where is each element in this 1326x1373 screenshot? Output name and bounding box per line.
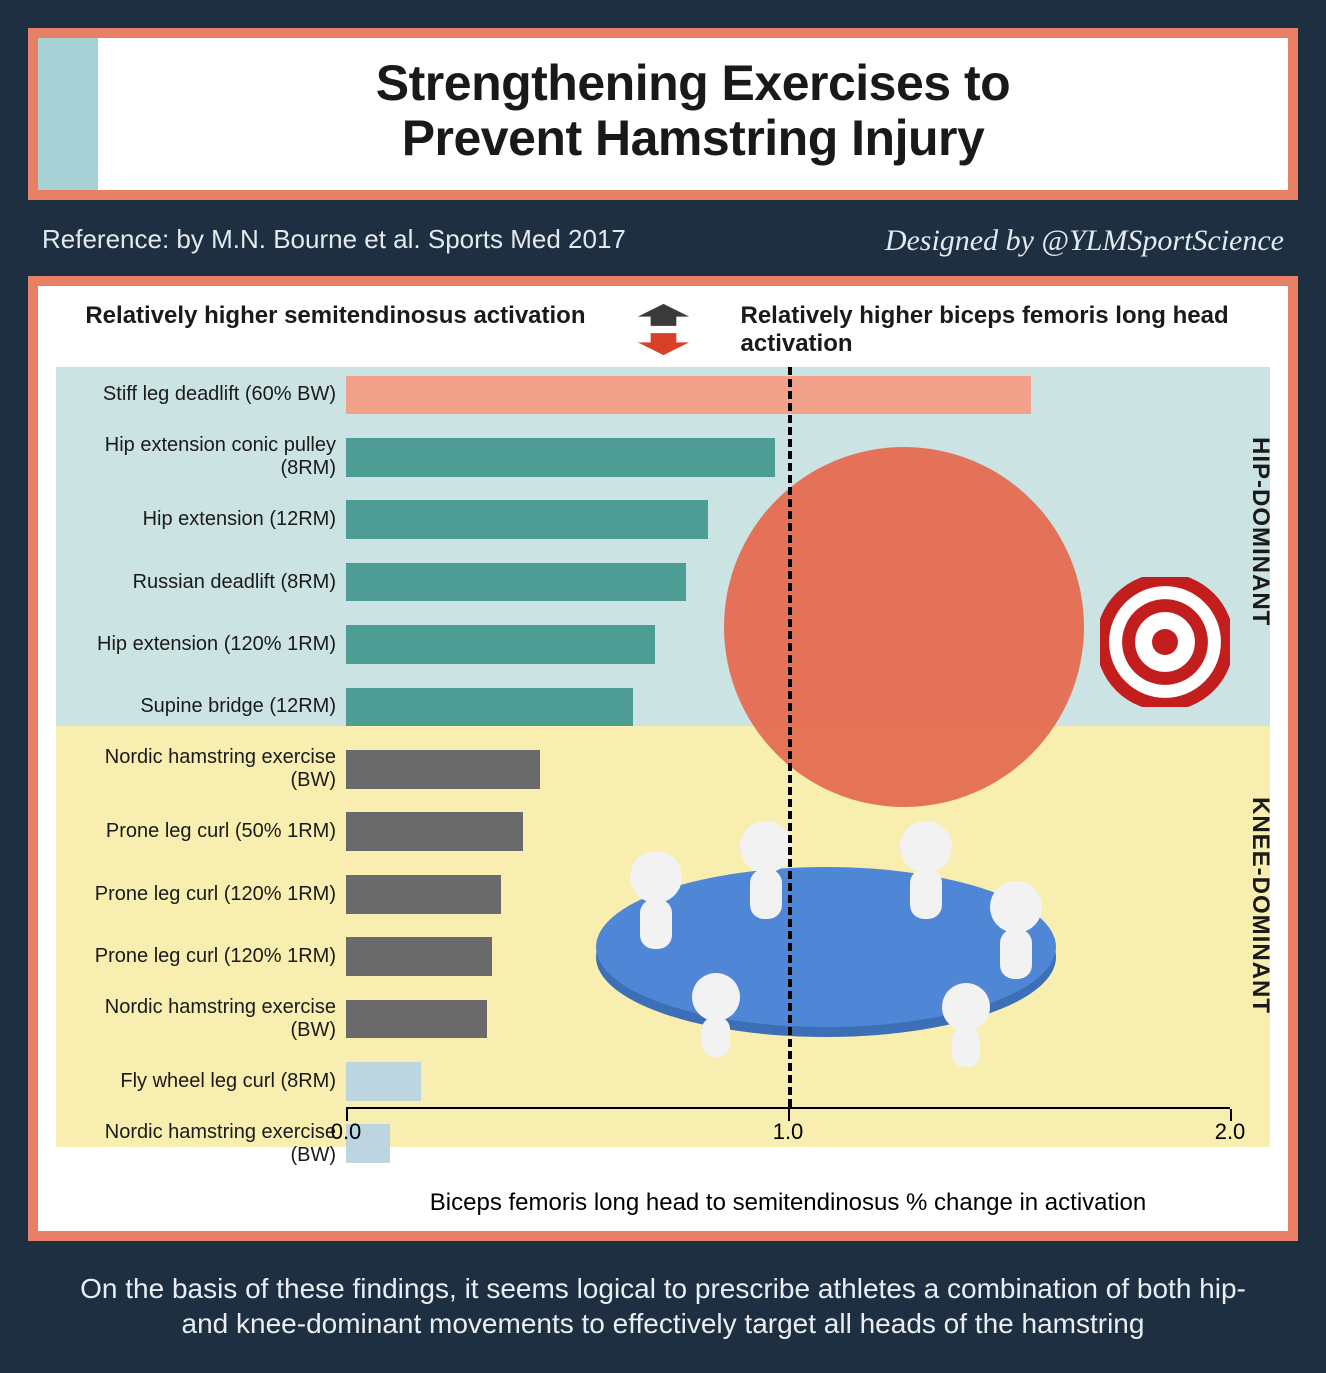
bar-row: Stiff leg deadlift (60% BW) xyxy=(56,367,1230,422)
bar-row: Prone leg curl (120% 1RM) xyxy=(56,929,1230,984)
title-accent-block xyxy=(38,38,98,190)
bar xyxy=(346,688,633,727)
bar-label: Supine bridge (12RM) xyxy=(56,695,346,718)
chart-card: Relatively higher semitendinosus activat… xyxy=(28,276,1298,1241)
bar-row: Russian deadlift (8RM) xyxy=(56,554,1230,609)
bar-row: Supine bridge (12RM) xyxy=(56,679,1230,734)
title-card: Strengthening Exercises to Prevent Hamst… xyxy=(28,28,1298,200)
bar-label: Nordic hamstring exercise (BW) xyxy=(56,746,346,792)
bar xyxy=(346,376,1031,415)
bar-label: Prone leg curl (50% 1RM) xyxy=(56,820,346,843)
bar-label: Nordic hamstring exercise (BW) xyxy=(56,996,346,1042)
bar-row: Nordic hamstring exercise (BW) xyxy=(56,991,1230,1046)
header-left-label: Relatively higher semitendinosus activat… xyxy=(61,302,595,357)
footer-conclusion: On the basis of these findings, it seems… xyxy=(28,1241,1298,1345)
bar-label: Prone leg curl (120% 1RM) xyxy=(56,883,346,906)
x-axis: 0.01.02.0 xyxy=(346,1107,1230,1147)
bar-row: Prone leg curl (120% 1RM) xyxy=(56,866,1230,921)
x-tick-label: 1.0 xyxy=(773,1119,804,1145)
x-tick-label: 2.0 xyxy=(1215,1119,1246,1145)
meta-row: Reference: by M.N. Bourne et al. Sports … xyxy=(28,218,1298,276)
bar-label: Hip extension (12RM) xyxy=(56,508,346,531)
bar xyxy=(346,812,523,851)
bar-row: Hip extension conic pulley (8RM) xyxy=(56,430,1230,485)
bar-row: Hip extension (12RM) xyxy=(56,492,1230,547)
page-title: Strengthening Exercises to Prevent Hamst… xyxy=(98,38,1288,190)
opposing-arrows-icon xyxy=(636,302,691,357)
chart-body: HIP-DOMINANT KNEE-DOMINANT Stiff leg dea… xyxy=(56,367,1270,1147)
bar-label: Fly wheel leg curl (8RM) xyxy=(56,1070,346,1093)
plot-area: Stiff leg deadlift (60% BW) Hip extension… xyxy=(56,367,1270,1147)
bar xyxy=(346,438,775,477)
bar-label: Prone leg curl (120% 1RM) xyxy=(56,945,346,968)
bar xyxy=(346,875,501,914)
bar xyxy=(346,1062,421,1101)
header-right-label: Relatively higher biceps femoris long he… xyxy=(731,302,1265,357)
bar-label: Hip extension conic pulley (8RM) xyxy=(56,434,346,480)
bar xyxy=(346,500,708,539)
chart-header: Relatively higher semitendinosus activat… xyxy=(56,298,1270,367)
x-axis-title: Biceps femoris long head to semitendinos… xyxy=(56,1147,1270,1221)
bar-row: Nordic hamstring exercise (BW) xyxy=(56,742,1230,797)
bar xyxy=(346,937,492,976)
bar-label: Hip extension (120% 1RM) xyxy=(56,633,346,656)
title-line-2: Prevent Hamstring Injury xyxy=(402,110,985,166)
bar xyxy=(346,1000,487,1039)
bar xyxy=(346,563,686,602)
bar-row: Fly wheel leg curl (8RM) xyxy=(56,1054,1230,1109)
bar xyxy=(346,625,655,664)
bar-row: Prone leg curl (50% 1RM) xyxy=(56,804,1230,859)
title-line-1: Strengthening Exercises to xyxy=(376,55,1010,111)
bar xyxy=(346,750,540,789)
bar-row: Hip extension (120% 1RM) xyxy=(56,617,1230,672)
reference-text: Reference: by M.N. Bourne et al. Sports … xyxy=(42,224,626,258)
bar-label: Stiff leg deadlift (60% BW) xyxy=(56,383,346,406)
designed-by-text: Designed by @YLMSportScience xyxy=(885,224,1284,258)
bar-label: Russian deadlift (8RM) xyxy=(56,571,346,594)
reference-line xyxy=(788,367,792,1107)
x-tick-label: 0.0 xyxy=(331,1119,362,1145)
